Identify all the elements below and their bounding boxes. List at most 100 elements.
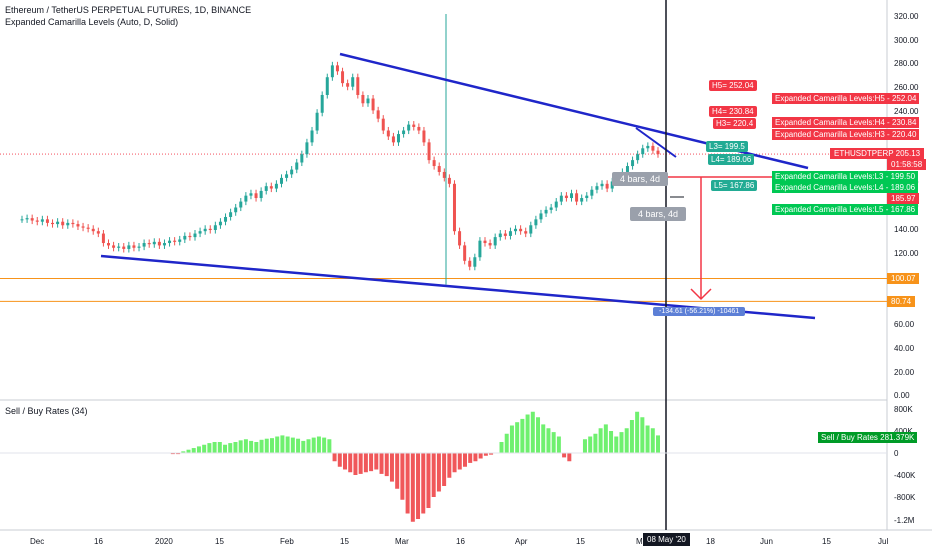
time-tick: 2020 <box>155 537 173 546</box>
histogram-bar <box>588 436 593 453</box>
candle-body <box>427 142 431 161</box>
candle-body <box>498 233 502 238</box>
price-tick: 60.00 <box>894 320 915 330</box>
histogram-bar <box>520 418 525 453</box>
histogram-bar <box>483 453 488 456</box>
histogram-bar <box>525 414 530 453</box>
histogram-bar <box>290 437 295 453</box>
histogram-bar <box>223 444 228 453</box>
candle-body <box>320 94 324 113</box>
candle-body <box>330 65 334 78</box>
candle-body <box>600 183 604 187</box>
candle-body <box>605 183 609 189</box>
price-tick: 20.00 <box>894 367 915 377</box>
volume-tick: 0 <box>894 449 899 458</box>
camarilla-axis-label: Expanded Camarilla Levels:L4 - 189.06 <box>772 182 919 193</box>
candle-body <box>229 212 233 217</box>
candle-body <box>539 213 543 220</box>
histogram-bar <box>186 449 191 453</box>
sub-indicator-legend[interactable]: Sell / Buy Rates (34) <box>5 406 88 416</box>
candle-body <box>25 218 29 220</box>
camarilla-chart-label: H5= 252.04 <box>709 80 757 91</box>
histogram-bar <box>191 448 196 453</box>
symbol-title[interactable]: Ethereum / TetherUS PERPETUAL FUTURES, 1… <box>5 5 252 15</box>
histogram-bar <box>249 440 254 453</box>
candle-body <box>346 83 350 87</box>
candle-body <box>483 240 487 244</box>
candle-body <box>152 241 156 245</box>
volume-tick: 800K <box>894 405 913 414</box>
candle-body <box>213 225 217 231</box>
time-tick: 15 <box>215 537 224 546</box>
candle-body <box>76 224 80 227</box>
camarilla-chart-label: H4= 230.84 <box>709 106 757 117</box>
candle-body <box>45 219 49 223</box>
candle-body <box>432 160 436 167</box>
candle-body <box>376 110 380 119</box>
histogram-bar <box>431 453 436 497</box>
candle-body <box>35 220 39 222</box>
histogram-bar <box>619 432 624 453</box>
volume-tick: -800K <box>894 493 916 502</box>
candle-body <box>493 237 497 246</box>
bars-range-label-1[interactable]: 4 bars, 4d <box>612 172 669 186</box>
candle-body <box>137 246 141 248</box>
price-tick: 40.00 <box>894 343 915 353</box>
histogram-bar <box>348 453 353 473</box>
histogram-bar <box>327 439 332 453</box>
histogram-bar <box>593 433 598 453</box>
histogram-bar <box>410 453 415 522</box>
candle-body <box>300 154 304 163</box>
camarilla-chart-label: L4= 189.06 <box>708 154 755 165</box>
histogram-bar <box>243 439 248 453</box>
histogram-bar <box>254 442 259 453</box>
candle-body <box>132 245 136 248</box>
camarilla-axis-label: Expanded Camarilla Levels:H4 - 230.84 <box>772 117 920 128</box>
measure-label[interactable]: -134.61 (-56.21%) -10461 <box>653 307 746 316</box>
candle-body <box>178 239 182 242</box>
candle-body <box>56 221 60 225</box>
histogram-bar <box>614 436 619 453</box>
histogram-bar <box>436 453 441 492</box>
candle-body <box>636 154 640 161</box>
candle-body <box>549 207 553 210</box>
histogram-bar <box>374 453 379 470</box>
candle-body <box>20 219 24 221</box>
candle-body <box>305 142 309 155</box>
candle-body <box>391 136 395 143</box>
price-tick: 0.00 <box>894 391 910 401</box>
candle-body <box>162 243 166 246</box>
candle-body <box>580 198 584 202</box>
histogram-bar <box>624 428 629 453</box>
histogram-bar <box>233 442 238 453</box>
candle-body <box>290 169 294 175</box>
histogram-bar <box>598 428 603 453</box>
candle-body <box>341 71 345 84</box>
histogram-bar <box>603 424 608 453</box>
indicator-legend[interactable]: Expanded Camarilla Levels (Auto, D, Soli… <box>5 17 179 27</box>
sell-buy-value-tag: Sell / Buy Rates 281.379K <box>818 432 918 443</box>
candle-body <box>127 245 131 249</box>
candle-body <box>203 228 207 232</box>
histogram-bar <box>389 453 394 482</box>
histogram-bar <box>562 453 567 458</box>
histogram-bar <box>280 435 285 453</box>
price-tag: 100.07 <box>887 273 920 284</box>
histogram-bar <box>358 453 363 474</box>
histogram-bar <box>582 439 587 453</box>
histogram-bar <box>217 442 222 453</box>
histogram-bar <box>656 435 660 453</box>
bars-range-label-2[interactable]: 4 bars, 4d <box>630 207 687 221</box>
candle-body <box>264 186 268 191</box>
candle-body <box>249 193 253 196</box>
time-tick: 15 <box>340 537 349 546</box>
histogram-bar <box>207 443 212 453</box>
histogram-bar <box>609 431 614 453</box>
histogram-bar <box>296 438 301 453</box>
histogram-bar <box>499 442 504 453</box>
candle-body <box>86 227 90 229</box>
price-tick: 240.00 <box>894 106 919 116</box>
candle-body <box>335 65 339 72</box>
